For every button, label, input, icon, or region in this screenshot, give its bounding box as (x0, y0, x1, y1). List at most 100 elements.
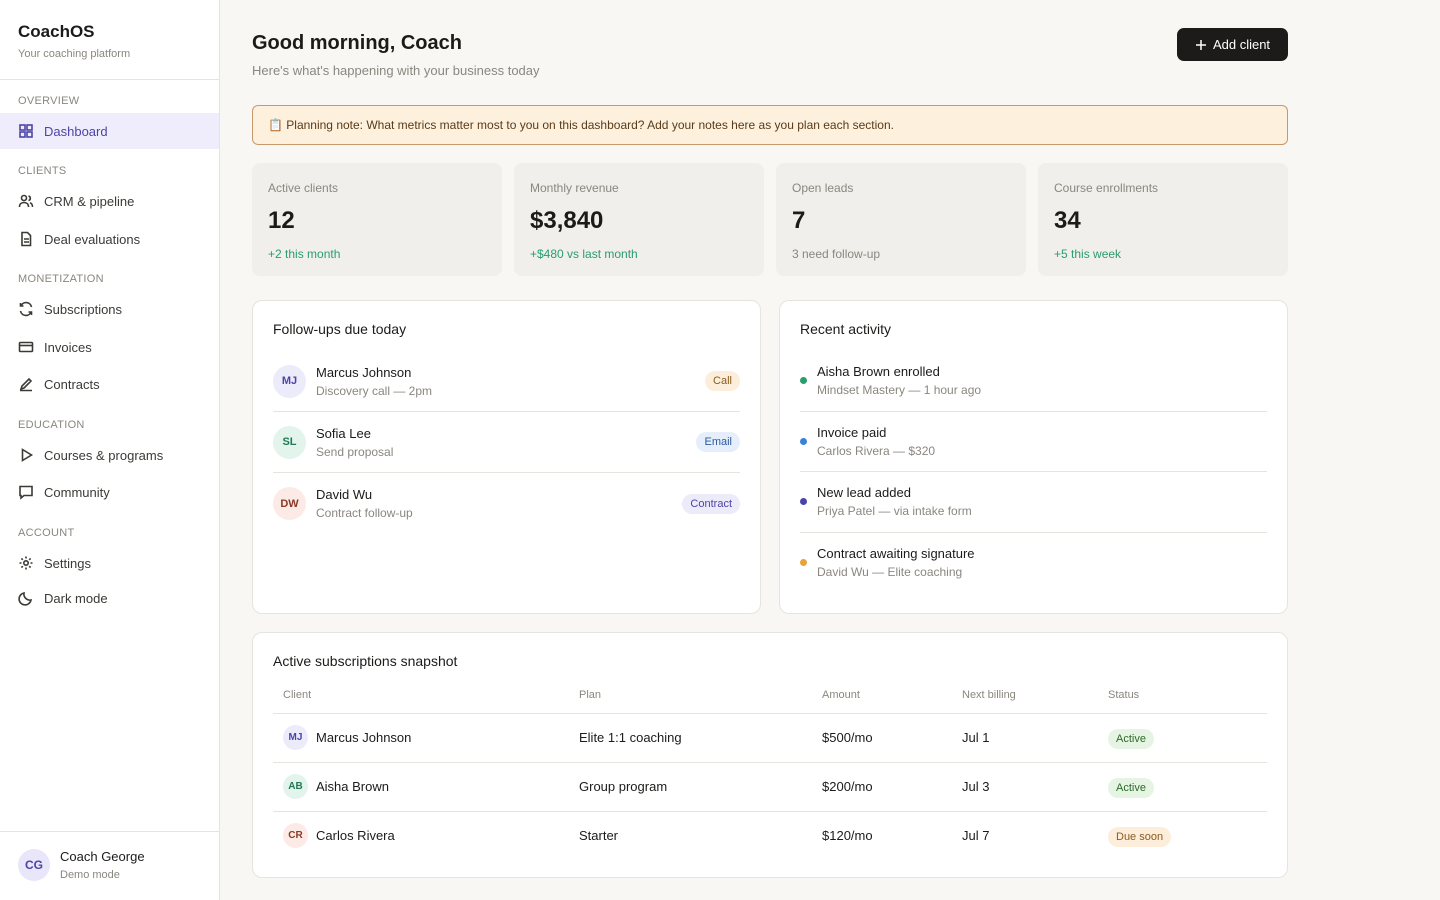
stat-delta: +2 this month (268, 247, 341, 261)
nav-section-title: OVERVIEW (18, 95, 80, 107)
next-billing: Jul 3 (952, 762, 1098, 812)
stat-card: Course enrollments 34 +5 this week (1038, 163, 1288, 276)
next-billing: Jul 7 (962, 828, 990, 844)
card-title: Active subscriptions snapshot (273, 653, 458, 669)
activity-dot (800, 498, 807, 506)
divider (0, 831, 219, 832)
amount: $120/mo (822, 828, 873, 844)
activity-item: Invoice paid Carlos Rivera — $320 (800, 412, 1267, 472)
nav-item[interactable]: Dashboard (0, 113, 219, 149)
nav-item[interactable]: Deal evaluations (0, 221, 219, 257)
avatar: CR (283, 823, 308, 849)
add-client-button[interactable]: Add client (1177, 28, 1288, 61)
nav-item[interactable]: CRM & pipeline (0, 183, 219, 219)
page-title: Good morning, Coach (252, 32, 462, 54)
plan: Group program (569, 762, 812, 812)
status-badge: Due soon (1108, 827, 1172, 848)
nav-icon (21, 231, 32, 247)
avatar: MJ (273, 364, 306, 398)
activity-item: Contract awaiting signature David Wu — El… (800, 533, 1267, 594)
column-header: Status (1098, 677, 1267, 714)
activity-item: New lead added Priya Patel — via intake f… (800, 472, 1267, 533)
avatar: AB (283, 774, 308, 799)
nav-label: Contracts (44, 376, 100, 392)
nav-label: Dark mode (44, 590, 108, 606)
stat-value: 7 (792, 207, 806, 234)
user-avatar: CG (18, 849, 50, 881)
nav-icon (19, 485, 33, 500)
nav-icon (19, 377, 33, 392)
avatar: MJ (283, 725, 308, 750)
nav-item[interactable]: Invoices (0, 329, 219, 365)
nav-item[interactable]: Community (0, 474, 219, 510)
followup-item[interactable]: SL Sofia Lee Send proposal Email (273, 412, 740, 473)
followup-item[interactable]: MJ Marcus Johnson Discovery call — 2pm Call (273, 351, 740, 412)
divider (0, 79, 219, 80)
status-badge: Active (1108, 778, 1154, 798)
stat-card: Monthly revenue $3,840 +$480 vs last month (514, 163, 764, 276)
nav-item[interactable]: Settings (0, 545, 219, 581)
activity-title: Aisha Brown enrolled (817, 364, 940, 380)
card-title: Recent activity (800, 321, 892, 337)
activity-title: Invoice paid (817, 424, 887, 440)
followup-name: Sofia Lee (316, 425, 371, 441)
plan: Elite 1:1 coaching (569, 713, 812, 763)
sidebar: CoachOS Your coaching platform OVERVIEW D… (0, 0, 220, 900)
followups-card: Follow-ups due today MJ Marcus Johnson Disc… (252, 300, 761, 614)
brand: CoachOS (18, 22, 95, 41)
nav-section-title: EDUCATION (18, 419, 85, 431)
nav-label: Community (44, 484, 110, 500)
status-badge: Active (1108, 729, 1154, 749)
subscription-row[interactable]: MJ Marcus Johnson Elite 1:1 coaching $500/m… (273, 713, 1267, 763)
nav-icon (19, 556, 33, 570)
card-title: Follow-ups due today (273, 321, 407, 337)
avatar: DW (273, 487, 306, 520)
nav-section-title: CLIENTS (18, 165, 67, 177)
activity-detail: David Wu — Elite coaching (817, 565, 963, 580)
followup-detail: Contract follow-up (316, 506, 413, 520)
activity-dot (800, 559, 807, 567)
column-header: Plan (569, 677, 812, 714)
subscriptions-table: Client Plan Amount Next billing Status MJ Marc… (273, 677, 1267, 860)
stat-label: Active clients (268, 181, 339, 195)
nav-item[interactable]: Dark mode (0, 580, 219, 616)
nav-icon (18, 194, 34, 208)
column-header: Amount (812, 677, 952, 714)
client-name: Marcus Johnson (316, 730, 412, 745)
activity-dot (800, 437, 807, 445)
nav-item[interactable]: Courses & programs (0, 437, 219, 473)
subscription-row[interactable]: CR Carlos Rivera Starter $120/mo Jul 7 Due so… (273, 811, 1267, 860)
column-header: Client (273, 677, 569, 714)
nav-item[interactable]: Contracts (0, 366, 219, 402)
user-mode: Demo mode (60, 869, 120, 881)
nav-icon (19, 124, 33, 138)
plan: Starter (579, 828, 619, 844)
stat-delta: 3 need follow-up (792, 247, 881, 261)
stat-label: Open leads (792, 181, 854, 195)
tagline: Your coaching platform (18, 48, 131, 60)
stat-card: Open leads 7 3 need follow-up (776, 163, 1026, 276)
stat-label: Course enrollments (1054, 181, 1159, 195)
nav-item[interactable]: Subscriptions (0, 291, 219, 327)
nav-label: Dashboard (44, 123, 108, 139)
user-profile[interactable]: CG Coach George Demo mode (18, 849, 145, 881)
nav-label: Courses & programs (44, 447, 164, 463)
followup-item[interactable]: DW David Wu Contract follow-up Contract (273, 473, 740, 534)
nav-icon (18, 341, 34, 353)
followup-tag: Call (705, 371, 740, 391)
activity-detail: Mindset Mastery — 1 hour ago (817, 383, 982, 398)
planning-note: 📋 Planning note: What metrics matter mos… (252, 105, 1288, 145)
stat-card: Active clients 12 +2 this month (252, 163, 502, 276)
stat-delta: +5 this week (1054, 247, 1122, 261)
button-label: Add client (1212, 37, 1271, 52)
stat-delta: +$480 vs last month (530, 247, 638, 261)
nav-icon (19, 301, 33, 317)
stat-label: Monthly revenue (530, 181, 619, 195)
amount: $500/mo (812, 713, 952, 763)
activity-card: Recent activity Aisha Brown enrolled Minds… (779, 300, 1288, 614)
nav-label: Subscriptions (44, 301, 123, 317)
avatar: SL (273, 425, 306, 459)
subscription-row[interactable]: AB Aisha Brown Group program $200/mo Jul 3 Ac… (273, 762, 1267, 812)
